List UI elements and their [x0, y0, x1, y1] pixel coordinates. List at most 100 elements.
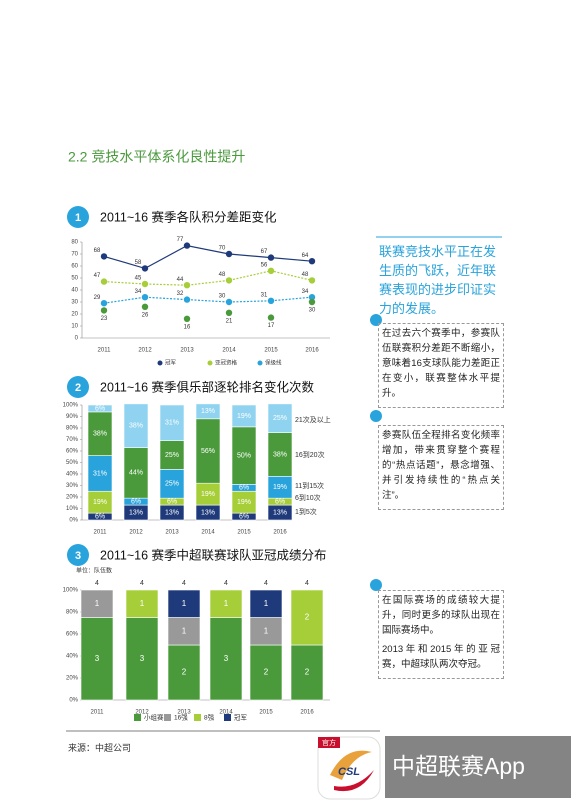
- x-tick-label: 2011: [98, 348, 112, 354]
- legend-label: 21次及以上: [295, 415, 331, 424]
- value-label: 34: [302, 289, 309, 295]
- value-label: 6%: [239, 485, 249, 492]
- bar-segment: [123, 447, 149, 499]
- point: [141, 294, 149, 301]
- point: [308, 277, 316, 284]
- y-tick-label: 60%: [66, 449, 79, 455]
- total-label: 4: [95, 580, 99, 587]
- value-label: 19%: [237, 499, 251, 506]
- badge: [67, 376, 89, 398]
- value-label: 1: [95, 599, 100, 608]
- badge: [67, 544, 89, 566]
- value-label: 1: [264, 626, 269, 635]
- value-label: 1: [224, 599, 229, 608]
- point: [141, 280, 149, 288]
- y-tick-label: 30: [71, 300, 78, 306]
- legend-swatch: [224, 714, 231, 721]
- value-label: 58: [135, 260, 142, 266]
- bar-segment: [87, 411, 113, 456]
- bar-segment: [249, 644, 283, 701]
- legend-label: 亚冠资格: [215, 358, 238, 366]
- series-line: [103, 296, 313, 304]
- total-label: 4: [140, 580, 144, 587]
- value-label: 34: [135, 289, 142, 295]
- note: 在国际赛场的成绩较大提升，同时更多的球队出现在国际赛场中。: [382, 595, 500, 636]
- point: [183, 296, 191, 303]
- value-label: 3: [140, 654, 145, 663]
- series-line: [103, 244, 313, 270]
- bar-segment: [209, 617, 243, 701]
- x-tick-label: 2016: [300, 710, 314, 716]
- x-tick-label: 2012: [135, 710, 149, 716]
- lead-text: 联赛竞技水平正在发生质的飞跃，近年联赛表现的进步印证实力的发展。: [379, 244, 497, 316]
- value-label: 30: [309, 308, 316, 314]
- bar-segment: [159, 404, 185, 441]
- bullet: [370, 579, 382, 591]
- y-tick-label: 100%: [63, 588, 79, 594]
- x-tick-label: 2013: [165, 530, 179, 536]
- value-label: 17: [268, 323, 275, 329]
- y-tick-label: 10: [71, 324, 78, 330]
- chart-title: 2011~16 赛季俱乐部逐轮排名变化次数: [100, 379, 315, 394]
- bar-segment: [249, 617, 283, 646]
- point: [308, 294, 316, 301]
- bar-segment: [125, 589, 159, 618]
- chart-title: 2011~16 赛季中超联赛球队亚冠成绩分布: [100, 547, 327, 562]
- point: [267, 314, 275, 321]
- legend-swatch: [207, 360, 213, 366]
- value-label: 6%: [131, 498, 141, 505]
- point: [267, 267, 275, 274]
- y-tick-label: 40%: [66, 472, 79, 478]
- source: 来源：中超公司: [68, 743, 132, 753]
- y-tick-label: 80: [71, 240, 78, 246]
- x-tick-label: 2014: [219, 710, 233, 716]
- x-tick-label: 2015: [264, 348, 278, 354]
- bar-segment: [290, 644, 324, 701]
- total-label: 4: [224, 580, 228, 587]
- point: [183, 282, 191, 289]
- bar-segment: [249, 589, 283, 618]
- value-label: 6%: [95, 405, 105, 412]
- unit: 单位：队伍数: [76, 567, 112, 575]
- value-label: 31: [261, 292, 268, 298]
- value-label: 29: [94, 295, 101, 301]
- x-tick-label: 2011: [94, 530, 108, 536]
- y-tick-label: 40: [71, 288, 78, 294]
- bar-segment: [159, 440, 185, 470]
- point: [225, 298, 233, 306]
- point: [225, 309, 233, 316]
- value-label: 2: [182, 668, 187, 677]
- value-label: 6%: [95, 513, 105, 520]
- watermark-bg: [385, 736, 571, 798]
- badge-number: 3: [75, 550, 81, 562]
- note-box: 参赛队伍全程排名变化频率增加，带来贯穿整个赛程的“热点话题”，悬念增强、并引发持…: [378, 425, 504, 510]
- x-tick-label: 2016: [273, 530, 287, 536]
- value-label: 3: [95, 654, 100, 663]
- point: [308, 298, 316, 306]
- value-label: 56: [261, 262, 268, 268]
- note: 在过去六个赛季中，参赛队伍联赛积分差距不断缩小，意味着16支球队能力差距正在变小…: [382, 328, 500, 399]
- legend-label: 8强: [204, 714, 215, 722]
- value-label: 13%: [201, 509, 215, 516]
- value-label: 25%: [165, 452, 179, 459]
- value-label: 47: [94, 273, 101, 279]
- legend-label: 6到10次: [295, 493, 321, 502]
- bar-segment: [290, 589, 324, 646]
- legend-swatch: [257, 360, 263, 366]
- value-label: 70: [219, 246, 226, 252]
- value-label: 38%: [273, 451, 287, 458]
- value-label: 2: [264, 668, 269, 677]
- y-tick-label: 60%: [66, 632, 79, 638]
- value-label: 16: [184, 324, 191, 330]
- value-label: 26: [142, 312, 149, 318]
- bar-segment: [209, 589, 243, 618]
- bar-segment: [125, 617, 159, 701]
- value-label: 56%: [201, 448, 215, 455]
- value-label: 77: [177, 237, 184, 243]
- legend-label: 16到20次: [295, 450, 325, 459]
- badge-bg: [318, 737, 340, 748]
- value-label: 44%: [129, 470, 143, 477]
- badge: [67, 206, 89, 228]
- value-label: 38%: [93, 431, 107, 438]
- legend-label: 保级线: [265, 358, 282, 366]
